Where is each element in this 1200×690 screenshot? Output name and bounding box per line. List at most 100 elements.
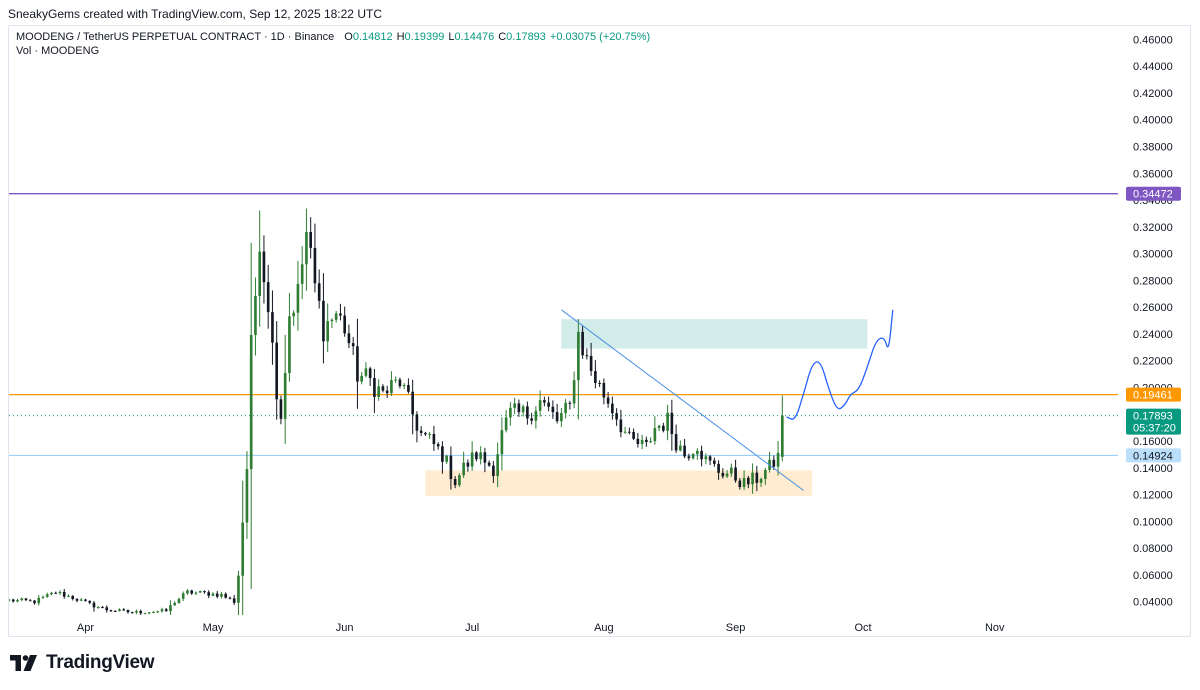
candle[interactable] (105, 605, 109, 613)
candle[interactable] (300, 246, 304, 300)
candle[interactable] (181, 591, 185, 602)
candle[interactable] (33, 599, 36, 605)
candle[interactable] (390, 371, 393, 396)
candle[interactable] (245, 451, 249, 539)
candle[interactable] (441, 441, 444, 474)
candle[interactable] (296, 261, 300, 331)
candle[interactable] (415, 411, 419, 443)
candle[interactable] (330, 318, 334, 329)
candle[interactable] (224, 592, 228, 599)
candle[interactable] (130, 611, 134, 614)
candle[interactable] (343, 306, 346, 337)
candle[interactable] (526, 401, 529, 425)
candle[interactable] (487, 460, 491, 467)
candle[interactable] (543, 396, 546, 407)
candle[interactable] (305, 208, 308, 291)
candle[interactable] (666, 404, 669, 441)
candle[interactable] (734, 459, 737, 483)
candle[interactable] (394, 376, 397, 384)
symbol-title[interactable]: MOODENG / TetherUS PERPETUAL CONTRACT · … (16, 31, 335, 43)
candle[interactable] (759, 477, 763, 488)
candle[interactable] (160, 607, 164, 613)
candle[interactable] (54, 591, 58, 594)
support-price-tag[interactable]: 0.14924 (1126, 448, 1181, 463)
candle[interactable] (326, 303, 329, 352)
candle[interactable] (368, 366, 372, 386)
candle[interactable] (521, 404, 525, 417)
candle[interactable] (198, 590, 202, 593)
candle[interactable] (139, 609, 143, 616)
candle[interactable] (347, 324, 351, 349)
candle[interactable] (339, 303, 342, 321)
candle[interactable] (538, 390, 542, 417)
candles[interactable] (8, 208, 784, 629)
candle[interactable] (674, 424, 678, 453)
candle[interactable] (764, 467, 767, 486)
candle[interactable] (79, 597, 83, 602)
volume-legend[interactable]: Vol · MOODENG (16, 45, 100, 57)
candle[interactable] (704, 453, 708, 465)
candle[interactable] (466, 459, 470, 472)
candle[interactable] (577, 319, 580, 420)
candle[interactable] (351, 337, 355, 355)
candle[interactable] (283, 334, 287, 444)
candle[interactable] (772, 455, 776, 471)
candle[interactable] (628, 427, 631, 435)
candle[interactable] (572, 371, 576, 409)
candle[interactable] (560, 408, 563, 427)
candle[interactable] (62, 588, 66, 599)
candle[interactable] (730, 463, 733, 477)
candle[interactable] (84, 598, 87, 602)
candle[interactable] (177, 597, 181, 604)
candle[interactable] (113, 610, 117, 612)
candle[interactable] (356, 318, 359, 409)
candle[interactable] (143, 612, 147, 615)
candle[interactable] (691, 452, 695, 460)
candle[interactable] (407, 378, 410, 394)
candle[interactable] (135, 609, 138, 615)
price-axis[interactable]: 0.04000 0.06000 0.08000 0.10000 0.12000 0.140… (1133, 34, 1173, 608)
candle[interactable] (479, 446, 482, 465)
candle[interactable] (152, 610, 155, 613)
candle[interactable] (360, 371, 363, 385)
supply-zone[interactable] (561, 319, 868, 349)
resistance-price-tag[interactable]: 0.34472 (1126, 186, 1181, 201)
candle[interactable] (75, 598, 79, 603)
candle[interactable] (92, 600, 96, 612)
candle[interactable] (385, 385, 389, 398)
candle[interactable] (126, 609, 130, 614)
candle[interactable] (190, 589, 194, 595)
plot-area[interactable] (8, 193, 1118, 629)
candle[interactable] (509, 402, 512, 426)
candle[interactable] (657, 424, 661, 432)
candle[interactable] (530, 412, 533, 425)
candle[interactable] (436, 442, 440, 450)
candle[interactable] (194, 591, 198, 596)
candle[interactable] (317, 269, 321, 309)
candle[interactable] (402, 383, 406, 390)
demand-zone[interactable] (425, 470, 813, 496)
candle[interactable] (334, 310, 338, 323)
candle[interactable] (449, 446, 453, 490)
candle[interactable] (725, 470, 729, 479)
candle[interactable] (292, 310, 296, 326)
candle[interactable] (313, 223, 317, 293)
candle[interactable] (186, 588, 189, 595)
candle[interactable] (11, 598, 15, 603)
candle[interactable] (88, 600, 92, 605)
candle[interactable] (101, 605, 104, 609)
candle[interactable] (288, 293, 291, 382)
candle[interactable] (781, 395, 784, 462)
downtrend-line[interactable] (561, 309, 804, 491)
candle[interactable] (156, 610, 160, 614)
candle[interactable] (564, 398, 567, 419)
candle[interactable] (568, 400, 572, 410)
candle[interactable] (364, 362, 368, 378)
candle[interactable] (41, 595, 45, 599)
candle[interactable] (683, 438, 686, 459)
candle[interactable] (649, 437, 652, 444)
candle[interactable] (547, 396, 550, 412)
candle[interactable] (513, 397, 516, 415)
